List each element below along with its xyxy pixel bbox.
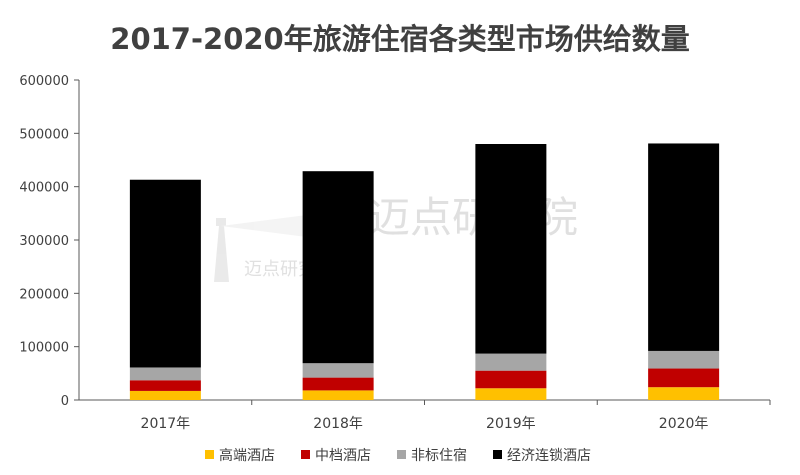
bar-segment <box>302 171 374 364</box>
axis-labels: 0 100000 200000 300000 400000 500000 600000 201… <box>19 74 708 432</box>
chart-title: 2017-2020年旅游住宿各类型市场供给数量 <box>110 22 690 56</box>
legend-label: 高端酒店 <box>219 447 275 464</box>
bar-segment <box>302 363 374 378</box>
bar-segment <box>648 143 720 351</box>
bar-segment <box>129 179 201 368</box>
legend-label: 经济连锁酒店 <box>507 448 591 464</box>
legend-swatch <box>205 450 214 459</box>
bar-segment <box>648 368 720 388</box>
bar-segment <box>475 370 547 389</box>
x-tick-label: 2018年 <box>313 416 363 432</box>
bar-segment <box>302 390 374 400</box>
watermark-text-large: 迈点研究院 <box>368 193 578 242</box>
bar-segment <box>475 353 547 371</box>
legend-swatch <box>493 450 502 459</box>
bar-segment <box>129 367 201 381</box>
legend-label: 中档酒店 <box>315 448 371 464</box>
bar-segment <box>648 387 720 400</box>
x-tick-label: 2019年 <box>486 416 536 432</box>
x-tick-label: 2020年 <box>659 416 709 432</box>
bar-segment <box>302 377 374 391</box>
x-tick-label: 2017年 <box>141 416 191 432</box>
legend: 高端酒店 中档酒店 非标住宿 经济连锁酒店 <box>205 447 591 464</box>
y-tick-label: 400000 <box>19 181 69 196</box>
y-tick-label: 100000 <box>19 341 69 356</box>
legend-swatch <box>301 450 310 459</box>
bar-segment <box>129 380 201 391</box>
y-tick-label: 200000 <box>19 287 69 302</box>
y-tick-label: 500000 <box>19 127 69 142</box>
legend-swatch <box>397 450 406 459</box>
y-tick-label: 300000 <box>19 234 69 249</box>
legend-label: 非标住宿 <box>411 447 467 464</box>
bar-segment <box>129 390 201 400</box>
bar-segment <box>475 388 547 400</box>
bar-segment <box>648 350 720 369</box>
bar-segment <box>475 144 547 354</box>
bars <box>129 143 720 400</box>
y-tick-label: 0 <box>61 394 69 409</box>
y-tick-label: 600000 <box>19 74 69 89</box>
